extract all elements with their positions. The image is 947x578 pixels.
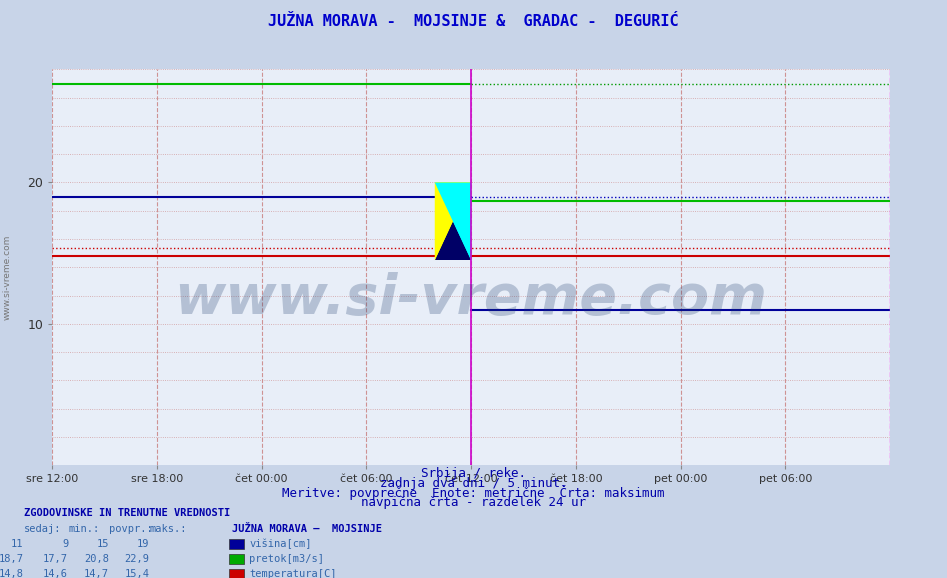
Text: ZGODOVINSKE IN TRENUTNE VREDNOSTI: ZGODOVINSKE IN TRENUTNE VREDNOSTI bbox=[24, 507, 230, 517]
Text: 19: 19 bbox=[137, 539, 150, 549]
Text: maks.:: maks.: bbox=[150, 524, 188, 533]
Text: 22,9: 22,9 bbox=[125, 554, 150, 564]
Text: 17,7: 17,7 bbox=[44, 554, 68, 564]
Text: Meritve: povprečne  Enote: metrične  Črta: maksimum: Meritve: povprečne Enote: metrične Črta:… bbox=[282, 484, 665, 499]
Polygon shape bbox=[435, 183, 472, 260]
Text: 11: 11 bbox=[11, 539, 24, 549]
Text: 18,7: 18,7 bbox=[0, 554, 24, 564]
Text: www.si-vreme.com: www.si-vreme.com bbox=[3, 235, 12, 320]
Text: višina[cm]: višina[cm] bbox=[249, 538, 312, 549]
Text: zadnja dva dni / 5 minut.: zadnja dva dni / 5 minut. bbox=[380, 477, 567, 490]
Text: navpična črta - razdelek 24 ur: navpična črta - razdelek 24 ur bbox=[361, 497, 586, 509]
Text: 9: 9 bbox=[62, 539, 68, 549]
Text: JUŽNA MORAVA -  MOJSINJE &  GRADAC -  DEGURIĆ: JUŽNA MORAVA - MOJSINJE & GRADAC - DEGUR… bbox=[268, 14, 679, 29]
Text: 20,8: 20,8 bbox=[84, 554, 109, 564]
Text: povpr.:: povpr.: bbox=[109, 524, 152, 533]
Text: sedaj:: sedaj: bbox=[24, 524, 62, 533]
Polygon shape bbox=[435, 183, 472, 260]
Text: 15,4: 15,4 bbox=[125, 569, 150, 578]
Text: 14,8: 14,8 bbox=[0, 569, 24, 578]
Text: Srbija / reke.: Srbija / reke. bbox=[421, 467, 526, 480]
Text: pretok[m3/s]: pretok[m3/s] bbox=[249, 554, 324, 564]
Text: 14,7: 14,7 bbox=[84, 569, 109, 578]
Text: 15: 15 bbox=[97, 539, 109, 549]
Text: 14,6: 14,6 bbox=[44, 569, 68, 578]
Polygon shape bbox=[435, 183, 472, 260]
Text: temperatura[C]: temperatura[C] bbox=[249, 569, 336, 578]
Polygon shape bbox=[435, 183, 472, 260]
Bar bbox=[435, 183, 472, 260]
Text: www.si-vreme.com: www.si-vreme.com bbox=[174, 272, 768, 326]
Text: JUŽNA MORAVA –  MOJSINJE: JUŽNA MORAVA – MOJSINJE bbox=[232, 524, 382, 533]
Text: min.:: min.: bbox=[68, 524, 99, 533]
